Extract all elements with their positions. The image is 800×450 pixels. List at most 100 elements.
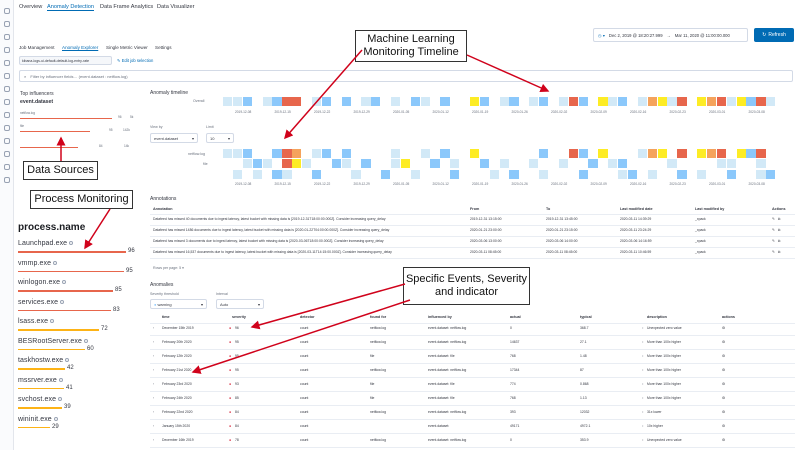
swimlane-cell[interactable] [262, 159, 272, 168]
edit-job-link[interactable]: ✎ Edit job selection [117, 58, 154, 63]
expand-chevron-icon[interactable]: › [153, 382, 155, 386]
swimlane-cell[interactable] [311, 170, 322, 179]
swimlane-cell[interactable] [608, 159, 618, 168]
filter-input[interactable]: ⌕ Filter by influencer fields… (event.da… [19, 70, 793, 82]
swimlane-cell[interactable] [697, 170, 707, 179]
nav-icon[interactable] [4, 125, 10, 131]
swimlane-cell[interactable] [657, 97, 667, 106]
link-icon[interactable]: ⧉ [777, 250, 781, 254]
swimlane-cell[interactable] [618, 97, 628, 106]
anomalies-column-header[interactable]: detector [300, 315, 315, 319]
job-badge[interactable]: kibana-logs-ui-default-default-log-entry… [19, 56, 112, 65]
edit-icon[interactable]: ✎ [772, 239, 775, 243]
swimlane-cell[interactable] [716, 159, 727, 168]
swimlane-cell[interactable] [539, 170, 549, 179]
tab-anomaly-detection[interactable]: Anomaly Detection [47, 4, 94, 11]
expand-chevron-icon[interactable]: › [153, 396, 155, 400]
edit-icon[interactable]: ✎ [772, 228, 775, 232]
swimlane-cell[interactable] [716, 97, 727, 106]
swimlane-cell[interactable] [558, 159, 569, 168]
swimlane-cell[interactable] [341, 97, 351, 106]
process-name[interactable]: Launchpad.exe [18, 240, 74, 247]
annotations-column-header[interactable]: Annotation [153, 207, 173, 211]
swimlane-cell[interactable] [539, 97, 549, 106]
gear-icon[interactable]: ⚙ [722, 326, 726, 330]
swimlane-cell[interactable] [292, 159, 302, 168]
swimlane-cell[interactable] [647, 149, 657, 158]
swimlane-cell[interactable] [252, 159, 262, 168]
subtab-job-management[interactable]: Job Management [19, 45, 55, 50]
swimlane-cell[interactable] [677, 97, 687, 106]
gear-icon[interactable]: ⚙ [722, 424, 726, 428]
gear-icon[interactable]: ⚙ [722, 340, 726, 344]
gear-icon[interactable]: ⚙ [722, 438, 726, 442]
process-name[interactable]: svchost.exe [18, 396, 63, 403]
process-name[interactable]: mssrver.exe [18, 377, 63, 384]
swimlane-cell[interactable] [351, 170, 361, 179]
swimlane-cell[interactable] [410, 170, 420, 179]
gear-icon[interactable]: ⚙ [722, 396, 726, 400]
swimlane-cell[interactable] [282, 97, 292, 106]
tab-overview[interactable]: Overview [19, 4, 43, 10]
swimlane-cell[interactable] [677, 170, 687, 179]
swimlane-cell[interactable] [262, 97, 272, 106]
swimlane-cell[interactable] [706, 149, 717, 158]
date-picker[interactable]: ◷ ▾ Dec 2, 2019 @ 18:20:27.999 → Mar 11,… [593, 28, 748, 42]
swimlane-cell[interactable] [736, 149, 746, 158]
swimlane-cell[interactable] [440, 97, 450, 106]
anomalies-column-header[interactable]: influenced by [428, 315, 452, 319]
swimlane-cell[interactable] [420, 97, 430, 106]
swimlane-cell[interactable] [618, 170, 628, 179]
anomalies-column-header[interactable]: severity [232, 315, 246, 319]
swimlane-cell[interactable] [647, 97, 657, 106]
influencer-row[interactable]: netflow.log 96 5k [20, 111, 138, 121]
swimlane-cell[interactable] [272, 97, 282, 106]
nav-icon[interactable] [4, 47, 10, 53]
view-by-select[interactable]: event.dataset ▾ [150, 133, 198, 143]
link-icon[interactable]: ⧉ [777, 239, 781, 243]
swimlane-cell[interactable] [450, 159, 460, 168]
swimlane-cell[interactable] [667, 159, 677, 168]
swimlane-cell[interactable] [657, 149, 667, 158]
swimlane-cell[interactable] [390, 149, 401, 158]
swimlane-cell[interactable] [321, 149, 332, 158]
swimlane-cell[interactable] [361, 159, 371, 168]
process-name[interactable]: vmmp.exe [18, 260, 58, 267]
link-icon[interactable]: ⧉ [777, 228, 781, 232]
influencer-row[interactable]: file 95 142k [20, 124, 138, 134]
limit-select[interactable]: 10 ▾ [206, 133, 234, 143]
swimlane-cell[interactable] [440, 149, 450, 158]
swimlane-cell[interactable] [232, 97, 243, 106]
interval-select[interactable]: Auto ▾ [216, 299, 264, 309]
swimlane-cell[interactable] [529, 159, 539, 168]
overall-swimlane[interactable] [223, 97, 776, 106]
expand-chevron-icon[interactable]: › [153, 438, 155, 442]
expand-chevron-icon[interactable]: › [153, 354, 155, 358]
swimlane-cell[interactable] [756, 159, 766, 168]
anomalies-column-header[interactable]: actions [722, 315, 735, 319]
swimlane-cell[interactable] [450, 170, 460, 179]
swimlane-cell[interactable] [242, 159, 253, 168]
swimlane-cell[interactable] [627, 170, 638, 179]
swimlane-cell[interactable] [726, 159, 736, 168]
swimlane-cell[interactable] [568, 149, 578, 158]
severity-select[interactable]: ● warning ▾ [150, 299, 207, 309]
nav-icon[interactable] [4, 86, 10, 92]
swimlane-cell[interactable] [361, 97, 371, 106]
swimlane-cell[interactable] [697, 149, 707, 158]
tab-data-visualizer[interactable]: Data Visualizer [157, 4, 195, 10]
swimlane-cell[interactable] [766, 170, 776, 179]
anomalies-column-header[interactable]: typical [580, 315, 592, 319]
process-name[interactable]: wininit.exe [18, 416, 58, 423]
annotations-column-header[interactable]: Last modified date [620, 207, 653, 211]
swimlane-cell[interactable] [242, 149, 253, 158]
swimlane-cell[interactable] [608, 97, 618, 106]
swimlane-cell[interactable] [371, 97, 381, 106]
swimlane-cell[interactable] [716, 149, 727, 158]
swimlane-cell[interactable] [400, 159, 411, 168]
swimlane-cell[interactable] [509, 170, 519, 179]
influencer-row[interactable]: 84 14k [20, 142, 138, 152]
swimlane-cell[interactable] [341, 149, 351, 158]
swimlane-cell[interactable] [598, 149, 608, 158]
swimlane-cell[interactable] [618, 159, 628, 168]
